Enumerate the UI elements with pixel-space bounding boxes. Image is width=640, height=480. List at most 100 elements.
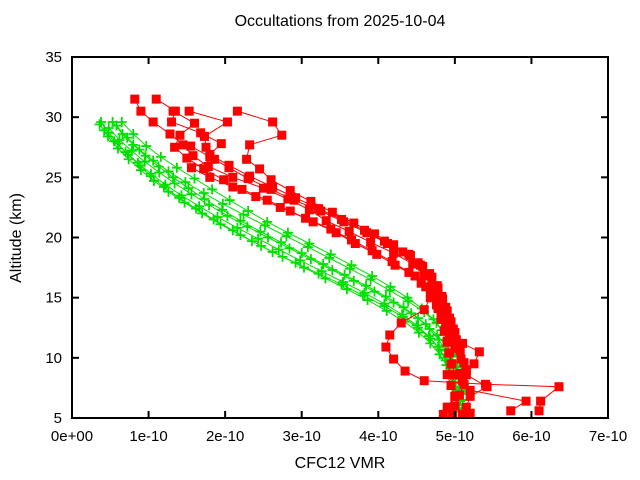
square-marker — [389, 354, 399, 364]
plus-marker — [212, 212, 223, 223]
square-marker — [258, 183, 268, 193]
square-marker — [190, 118, 200, 128]
square-marker — [455, 346, 465, 356]
plus-marker — [126, 145, 137, 156]
plus-marker — [397, 309, 408, 320]
square-marker — [224, 163, 234, 173]
square-marker — [165, 129, 175, 139]
square-marker — [366, 237, 376, 247]
square-marker — [480, 379, 490, 389]
square-marker — [346, 235, 356, 245]
plus-marker — [344, 263, 355, 274]
square-marker — [266, 175, 276, 185]
square-marker — [461, 365, 471, 375]
plus-marker — [180, 177, 191, 188]
square-marker — [536, 396, 546, 406]
plus-marker — [433, 342, 444, 353]
square-marker — [442, 370, 452, 380]
plus-marker — [171, 162, 182, 173]
square-marker — [506, 406, 516, 416]
square-marker — [148, 117, 158, 127]
x-tick-label: 2e-10 — [206, 428, 244, 445]
square-marker — [465, 391, 475, 401]
square-marker — [398, 247, 408, 257]
plus-marker — [179, 197, 190, 208]
y-tick-label: 5 — [54, 410, 62, 427]
square-marker — [419, 305, 429, 315]
plus-marker — [263, 232, 274, 243]
square-marker — [450, 343, 460, 353]
square-marker — [184, 106, 194, 116]
plus-marker — [348, 275, 359, 286]
square-marker — [456, 354, 466, 364]
square-marker — [389, 248, 399, 258]
square-marker — [387, 257, 397, 267]
square-marker — [178, 140, 188, 150]
plus-marker — [120, 147, 131, 158]
square-marker — [219, 175, 229, 185]
plus-marker — [284, 243, 295, 254]
plus-marker — [128, 129, 139, 140]
square-marker — [404, 249, 414, 259]
square-marker — [331, 228, 341, 238]
square-marker — [255, 164, 265, 174]
plus-marker — [154, 167, 165, 178]
square-marker — [182, 153, 192, 163]
square-marker — [447, 359, 457, 369]
plus-marker — [434, 349, 445, 360]
x-tick-label: 7e-10 — [589, 428, 627, 445]
square-marker — [289, 195, 299, 205]
square-marker — [243, 174, 253, 184]
square-marker — [349, 218, 359, 228]
plus-marker — [327, 264, 338, 275]
square-marker — [404, 267, 414, 277]
plus-marker — [116, 116, 127, 127]
y-tick-label: 15 — [45, 290, 62, 307]
occultation-red-5-group — [186, 141, 564, 416]
square-marker — [285, 206, 295, 216]
plus-marker — [235, 230, 246, 241]
square-marker — [245, 140, 255, 150]
x-tick-label: 0e+00 — [51, 428, 93, 445]
square-marker — [283, 194, 293, 204]
square-marker — [262, 195, 272, 205]
square-marker — [381, 342, 391, 352]
square-marker — [416, 278, 426, 288]
square-marker — [455, 368, 465, 378]
square-marker — [285, 186, 295, 196]
square-marker — [433, 283, 443, 293]
square-marker — [228, 182, 238, 192]
square-marker — [400, 366, 410, 376]
plus-marker — [112, 143, 123, 154]
plus-marker — [224, 195, 235, 206]
square-marker — [186, 163, 196, 173]
plus-marker — [215, 219, 226, 230]
x-tick-label: 5e-10 — [436, 428, 474, 445]
occultation-green-7-group — [111, 120, 470, 393]
plus-marker — [256, 240, 267, 251]
square-marker — [465, 408, 475, 418]
plus-marker — [103, 122, 114, 133]
square-marker — [442, 402, 452, 412]
chart-title: Occultations from 2025-10-04 — [234, 13, 446, 30]
square-marker — [203, 162, 213, 172]
square-marker — [186, 141, 196, 151]
square-marker — [441, 322, 451, 332]
occultation-red-6-group — [184, 106, 531, 416]
x-tick-label: 3e-10 — [283, 428, 321, 445]
y-tick-label: 20 — [45, 230, 62, 247]
square-marker — [222, 117, 232, 127]
plus-marker — [232, 222, 243, 233]
square-marker — [251, 192, 261, 202]
plus-marker — [398, 302, 409, 313]
plus-marker — [277, 251, 288, 262]
x-tick-label: 1e-10 — [129, 428, 167, 445]
plus-marker — [281, 231, 292, 242]
square-marker — [304, 205, 314, 215]
plus-marker — [111, 120, 122, 131]
square-marker — [136, 106, 146, 116]
occultation-green-3-group — [116, 116, 470, 390]
plus-marker — [381, 305, 392, 316]
square-marker — [306, 196, 316, 206]
